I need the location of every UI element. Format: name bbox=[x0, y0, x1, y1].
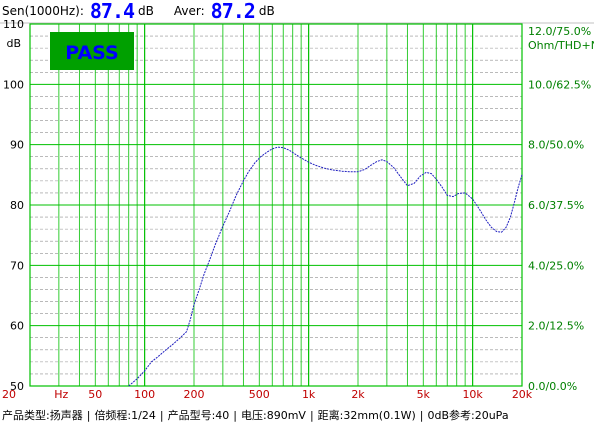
grid-major bbox=[29, 23, 523, 387]
right-tick-label: 6.0/37.5% bbox=[528, 199, 584, 212]
sensitivity-unit: dB bbox=[138, 4, 154, 18]
sensitivity-value: 87.4 bbox=[89, 0, 135, 23]
average-unit: dB bbox=[258, 4, 275, 18]
right-tick-label: 2.0/12.5% bbox=[528, 320, 584, 333]
right-tick-label: 0.0/0.0% bbox=[528, 380, 577, 393]
footer-separator: | bbox=[86, 409, 91, 422]
footer-separator: | bbox=[233, 409, 237, 422]
x-axis-unit: Hz bbox=[54, 388, 68, 401]
x-axis-ticks: 20 50 100 200 500 1k 2k 5k 10k 20k bbox=[2, 388, 533, 401]
right-tick-label: 10.0/62.5% bbox=[528, 78, 591, 91]
x-tick-label: 20 bbox=[2, 388, 16, 401]
pass-badge: PASS bbox=[50, 32, 134, 70]
pass-badge-bg bbox=[50, 32, 134, 70]
right-tick-label: 4.0/25.0% bbox=[528, 259, 584, 272]
response-curve bbox=[128, 146, 523, 387]
left-tick-label: 70 bbox=[10, 259, 24, 272]
right-axis-ticks: 0.0/0.0% 2.0/12.5% 4.0/25.0% 6.0/37.5% 8.0/5… bbox=[528, 78, 591, 393]
x-tick-label: 500 bbox=[249, 388, 270, 401]
x-tick-label: 2k bbox=[351, 388, 365, 401]
status-footer: 产品类型:扬声器 | 倍频程:1/24 | 产品型号:40 | 电压:890mV | 距离:32… bbox=[2, 407, 592, 423]
footer-product-type: 产品类型:扬声器 bbox=[2, 409, 83, 422]
average-label: Aver: bbox=[173, 4, 205, 18]
left-tick-label: 90 bbox=[10, 139, 24, 152]
footer-separator: | bbox=[159, 409, 164, 422]
footer-product-model: 产品型号:40 bbox=[167, 409, 230, 422]
footer-separator: | bbox=[309, 409, 314, 422]
x-tick-label: 200 bbox=[184, 388, 205, 401]
sensitivity-label: Sen(1000Hz): bbox=[2, 4, 84, 18]
footer-distance: 距离:32mm(0.1W) bbox=[317, 409, 416, 422]
x-tick-label: 5k bbox=[417, 388, 431, 401]
left-axis-unit: dB bbox=[6, 37, 21, 50]
left-axis-ticks: 50 60 70 80 90 100 110 bbox=[3, 18, 24, 393]
left-tick-label: 100 bbox=[3, 78, 24, 91]
footer-voltage: 电压:890mV bbox=[241, 409, 306, 422]
right-tick-label: 8.0/50.0% bbox=[528, 139, 584, 152]
left-tick-label: 80 bbox=[10, 199, 24, 212]
average-value: 87.2 bbox=[210, 0, 256, 23]
right-axis-unit-line1: 12.0/75.0% bbox=[528, 25, 591, 38]
x-tick-label: 50 bbox=[88, 388, 102, 401]
right-axis-unit-line2: Ohm/THD+N bbox=[528, 39, 594, 52]
x-tick-label: 20k bbox=[512, 388, 533, 401]
x-tick-label: 10k bbox=[462, 388, 483, 401]
left-tick-label: 110 bbox=[3, 18, 24, 31]
footer-reference: 0dB参考:20uPa bbox=[427, 409, 509, 422]
response-curve-layer bbox=[128, 146, 523, 387]
header: Sen(1000Hz): 87.4 dB Aver: 87.2 dB bbox=[2, 0, 592, 22]
footer-octave: 倍频程:1/24 bbox=[94, 409, 156, 422]
x-tick-label: 100 bbox=[134, 388, 155, 401]
x-tick-label: 1k bbox=[302, 388, 316, 401]
plot-border bbox=[29, 23, 523, 387]
left-tick-label: 60 bbox=[10, 320, 24, 333]
pass-badge-text: PASS bbox=[65, 42, 118, 64]
footer-separator: | bbox=[419, 409, 424, 422]
left-tick-label: 50 bbox=[10, 380, 24, 393]
